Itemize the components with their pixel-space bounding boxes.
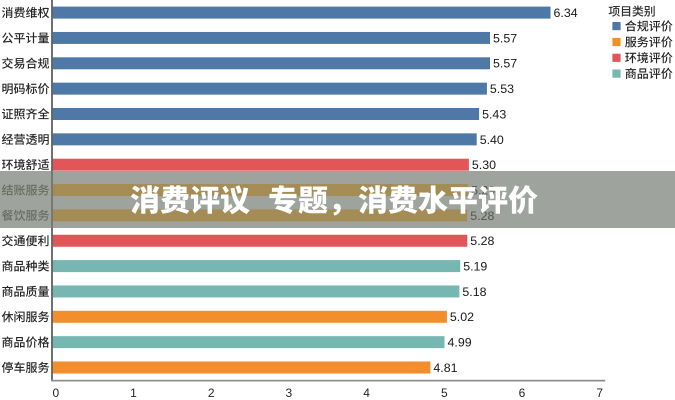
svg-text:5.57: 5.57 [493, 31, 517, 45]
svg-text:4.99: 4.99 [448, 336, 472, 350]
svg-text:7: 7 [596, 386, 603, 400]
svg-text:5.43: 5.43 [482, 107, 506, 121]
svg-text:5.53: 5.53 [490, 82, 514, 96]
svg-text:5.02: 5.02 [450, 310, 474, 324]
svg-text:5.19: 5.19 [463, 260, 487, 274]
svg-text:5: 5 [441, 386, 448, 400]
svg-text:5.28: 5.28 [470, 234, 494, 248]
svg-text:5.30: 5.30 [472, 158, 496, 172]
svg-text:3: 3 [286, 386, 293, 400]
svg-text:2: 2 [208, 386, 215, 400]
svg-text:4: 4 [363, 386, 370, 400]
svg-text:1: 1 [130, 386, 137, 400]
svg-text:6: 6 [519, 386, 526, 400]
svg-text:5.28: 5.28 [470, 209, 494, 223]
svg-text:0: 0 [52, 386, 59, 400]
svg-text:6.34: 6.34 [554, 6, 578, 20]
svg-text:5.57: 5.57 [493, 57, 517, 71]
svg-text:5.40: 5.40 [480, 133, 504, 147]
svg-text:4.81: 4.81 [433, 361, 457, 375]
svg-text:5.18: 5.18 [462, 285, 486, 299]
